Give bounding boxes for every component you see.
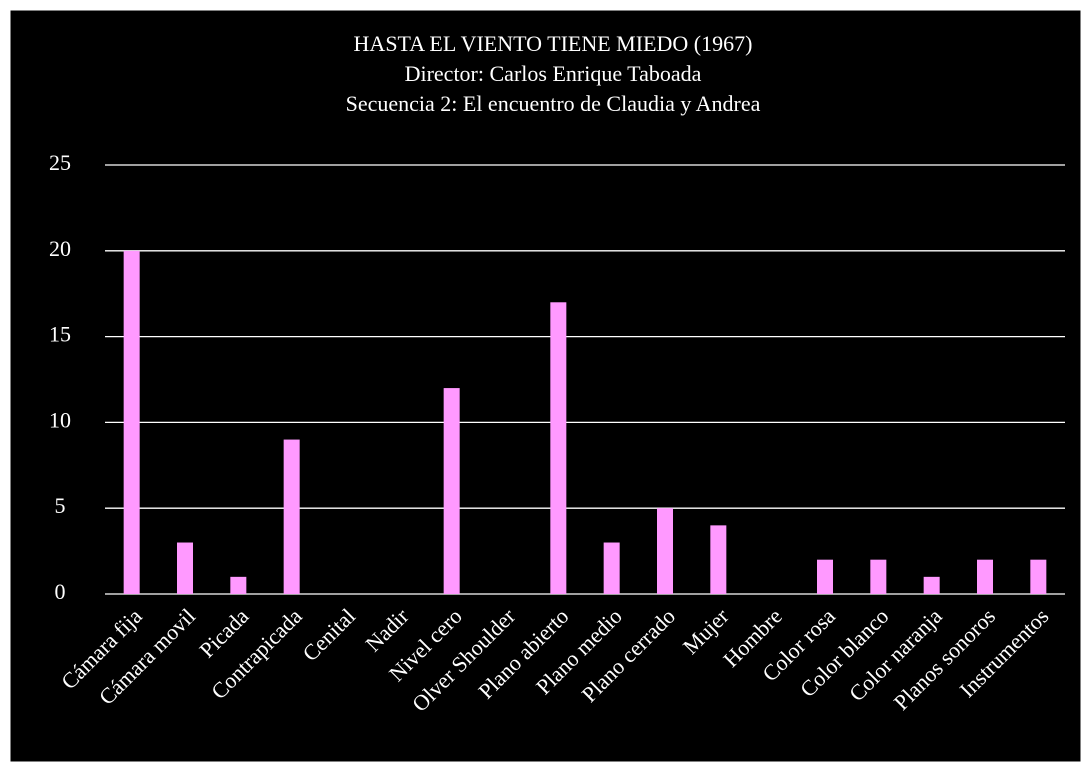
chart-title: HASTA EL VIENTO TIENE MIEDO (1967): [354, 31, 753, 56]
bar: [230, 576, 247, 594]
chart-title: Director: Carlos Enrique Taboada: [405, 61, 702, 86]
y-tick-label: 10: [49, 407, 71, 432]
bar: [283, 439, 300, 594]
bar: [710, 525, 727, 594]
bar: [977, 559, 993, 594]
bar: [550, 302, 567, 594]
bar: [657, 508, 673, 594]
bar: [923, 576, 940, 594]
y-tick-label: 5: [55, 493, 66, 518]
chart-background: [9, 9, 1082, 763]
y-tick-label: 15: [49, 322, 71, 347]
bar: [123, 250, 140, 595]
y-tick-label: 0: [55, 579, 66, 604]
bar: [870, 559, 887, 594]
y-tick-label: 25: [49, 150, 71, 175]
chart-title: Secuencia 2: El encuentro de Claudia y A…: [346, 91, 761, 116]
bar: [1030, 559, 1047, 594]
y-tick-label: 20: [49, 236, 71, 261]
bar: [177, 542, 193, 594]
bar: [603, 542, 620, 594]
bar: [443, 388, 460, 594]
bar: [817, 559, 833, 594]
